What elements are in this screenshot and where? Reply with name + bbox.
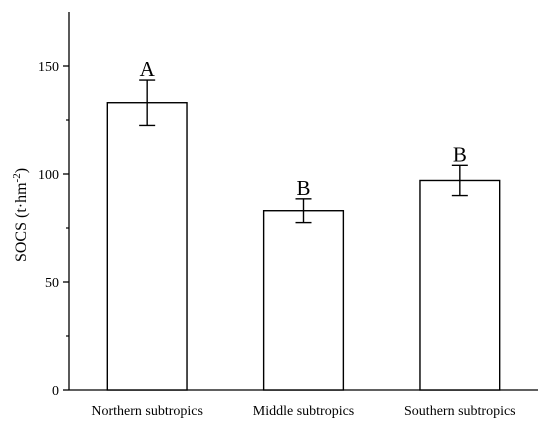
x-category-label: Middle subtropics [253,404,355,419]
x-labels: Northern subtropics Middle subtropics Sout… [91,404,515,419]
y-ticks: 0 50 100 150 [38,60,69,399]
bar [262,210,345,391]
significance-label: A [140,57,156,81]
y-axis-title-sup: -2 [11,173,23,182]
y-axis-title: SOCS (t·hm-2) [11,168,30,262]
y-tick-label: 50 [45,276,59,291]
x-category-label: Southern subtropics [404,404,516,419]
bar [106,102,188,391]
bars: A B B [106,57,501,391]
y-tick-label: 0 [52,384,59,399]
significance-label: B [453,142,467,166]
significance-label: B [296,176,310,200]
y-tick-label: 150 [38,60,59,75]
y-axis-title-prefix: SOCS (t·hm [13,182,30,262]
y-axis-title-suffix: ) [13,168,30,173]
bar [419,179,501,391]
x-category-label: Northern subtropics [91,404,203,419]
y-tick-label: 100 [38,168,59,183]
